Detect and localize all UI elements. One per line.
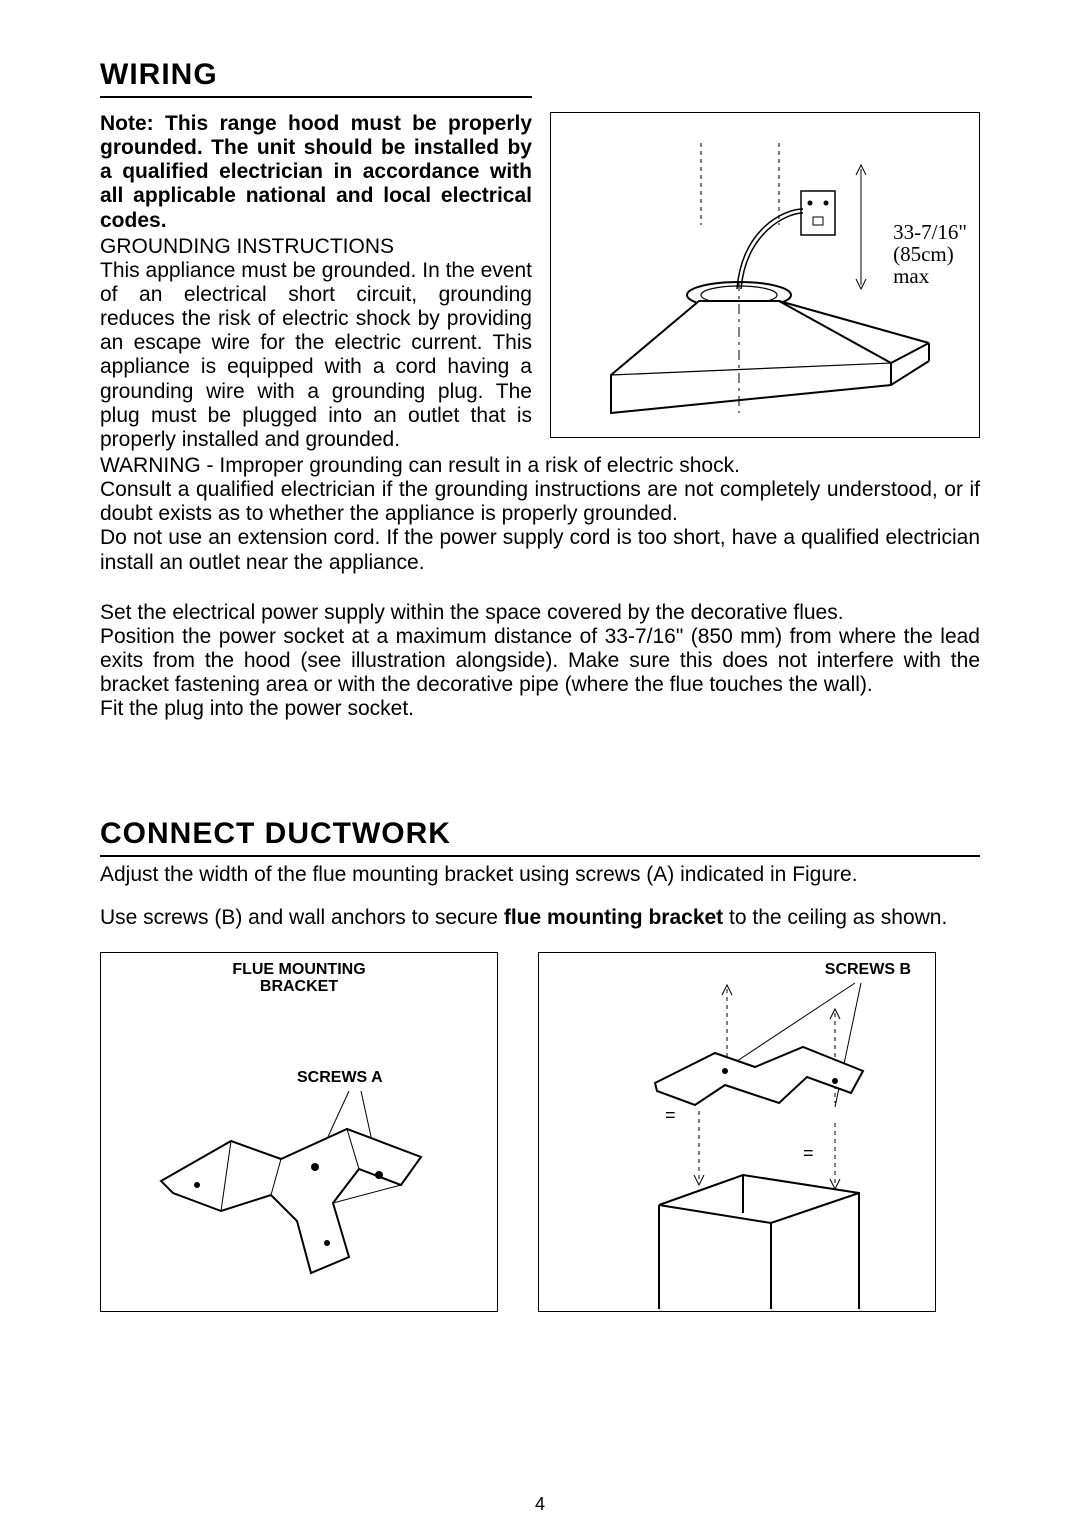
ductwork-title: CONNECT DUCTWORK xyxy=(100,817,980,851)
fig1-label-top: FLUE MOUNTINGBRACKET xyxy=(101,961,497,996)
fig1-svg xyxy=(101,953,497,1311)
adjust-text: Adjust the width of the flue mounting br… xyxy=(100,863,980,887)
wiring-figure: 33-7/16" (85cm) max xyxy=(550,112,980,438)
consult-text: Consult a qualified electrician if the g… xyxy=(100,478,980,526)
figure-screws-b: SCREWS B = = xyxy=(538,952,936,1312)
spacer xyxy=(100,575,980,601)
fig2-svg: = = xyxy=(539,953,935,1311)
use-screws-post: to the ceiling as shown. xyxy=(723,906,947,929)
dim-line1: 33-7/16" xyxy=(893,220,967,244)
wiring-full-text: WARNING - Improper grounding can result … xyxy=(100,454,980,721)
dimension-label: 33-7/16" (85cm) max xyxy=(893,221,967,287)
dim-line2: (85cm) xyxy=(893,242,954,266)
use-screws-bold: flue mounting bracket xyxy=(504,906,723,929)
grounding-body: This appliance must be grounded. In the … xyxy=(100,259,532,452)
set-supply-text: Set the electrical power supply within t… xyxy=(100,601,980,625)
fit-plug-text: Fit the plug into the power socket. xyxy=(100,697,980,721)
svg-text:=: = xyxy=(803,1143,814,1163)
page: WIRING Note: This range hood must be pro… xyxy=(0,0,1080,1533)
wiring-left-column: Note: This range hood must be properly g… xyxy=(100,112,532,452)
grounding-heading: GROUNDING INSTRUCTIONS xyxy=(100,235,532,259)
position-socket-text: Position the power socket at a maximum d… xyxy=(100,625,980,697)
ductwork-figures-row: FLUE MOUNTINGBRACKET SCREWS A xyxy=(100,952,980,1312)
ductwork-section: CONNECT DUCTWORK Adjust the width of the… xyxy=(100,817,980,1311)
dim-line3: max xyxy=(893,264,929,288)
wiring-note: Note: This range hood must be properly g… xyxy=(100,112,532,233)
fig1-label-screws: SCREWS A xyxy=(297,1069,383,1087)
wiring-title: WIRING xyxy=(100,58,980,92)
wiring-top-row: Note: This range hood must be properly g… xyxy=(100,112,980,452)
page-number: 4 xyxy=(0,1494,1080,1515)
no-extension-text: Do not use an extension cord. If the pow… xyxy=(100,526,980,574)
ductwork-rule xyxy=(100,855,980,857)
figure-flue-bracket: FLUE MOUNTINGBRACKET SCREWS A xyxy=(100,952,498,1312)
wiring-rule xyxy=(100,96,532,98)
warning-text: WARNING - Improper grounding can result … xyxy=(100,454,980,478)
use-screws-pre: Use screws (B) and wall anchors to secur… xyxy=(100,906,504,929)
use-screws-text: Use screws (B) and wall anchors to secur… xyxy=(100,906,980,930)
svg-text:=: = xyxy=(665,1105,676,1125)
fig2-label-screws: SCREWS B xyxy=(825,961,911,979)
